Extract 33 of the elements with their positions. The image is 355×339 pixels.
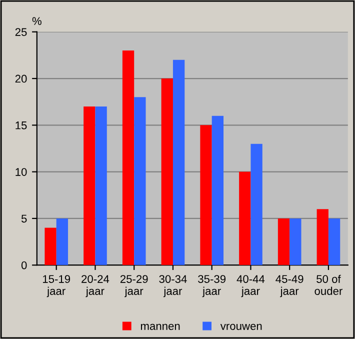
bar — [161, 78, 173, 266]
x-tick-label: 50 of ouder — [314, 274, 342, 295]
bar — [212, 116, 224, 266]
x-tick-label: 45-49 jaar — [276, 275, 304, 298]
bar — [122, 50, 134, 266]
y-axis-title: % — [32, 17, 42, 25]
legend-label: vrouwen — [220, 324, 262, 330]
x-tick-label: 30-34 jaar — [159, 275, 187, 298]
bar — [56, 218, 68, 266]
x-tick-label: 25-29 jaar — [120, 275, 148, 298]
x-tick-label: 40-44 jaar — [236, 275, 265, 298]
bar — [134, 97, 146, 266]
y-tick-label: 15 — [16, 122, 27, 130]
bar — [84, 106, 96, 266]
y-tick-label: 25 — [15, 28, 27, 36]
y-tick-label: 5 — [21, 214, 27, 223]
bar — [250, 144, 262, 266]
bar — [278, 218, 290, 266]
x-tick-label: 35-39 jaar — [198, 275, 226, 298]
bar — [316, 209, 328, 266]
bar — [200, 125, 212, 266]
bar — [328, 218, 340, 266]
x-tick-label: 20-24 jaar — [82, 275, 110, 298]
bar — [95, 106, 107, 266]
bar — [44, 228, 56, 266]
legend-label: mannen — [140, 324, 180, 330]
x-tick-label: 15-19 jaar — [42, 275, 70, 298]
y-tick-label: 0 — [21, 261, 27, 270]
y-tick-label: 10 — [16, 168, 27, 176]
bar — [172, 60, 185, 266]
bar — [239, 172, 251, 266]
y-tick-label: 20 — [15, 74, 27, 83]
bar — [290, 218, 302, 266]
